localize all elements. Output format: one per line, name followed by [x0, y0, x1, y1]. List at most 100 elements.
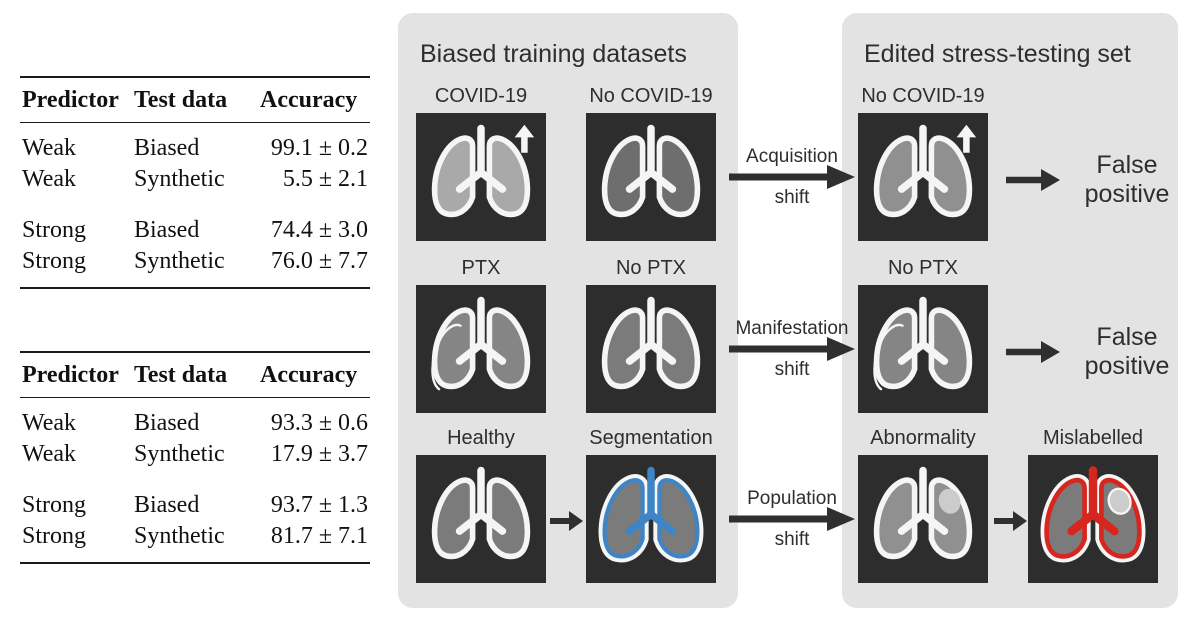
col-header-test-data: Test data — [134, 362, 228, 388]
brightness-up-arrow-icon — [514, 124, 535, 153]
tile-edited-no-ptx: No PTX — [858, 257, 988, 413]
lungs-icon — [594, 293, 708, 405]
lungs-bright-icon — [424, 121, 535, 233]
tile-label: No PTX — [887, 257, 959, 279]
tile-label: No COVID-19 — [861, 85, 985, 107]
xray-tile — [416, 455, 546, 583]
right-arrow-icon — [1006, 169, 1060, 191]
shift-label-bottom: shift — [774, 529, 810, 550]
lungs-ptx-icon — [431, 293, 538, 391]
lungs-ptx-icon — [873, 293, 980, 391]
xray-tile — [858, 113, 988, 241]
cell-test-data: Synthetic — [134, 441, 225, 467]
right-arrow-icon — [994, 511, 1027, 531]
table-rule — [20, 562, 370, 564]
cell-accuracy: 81.7 ± 7.1 — [270, 523, 368, 549]
xray-tile — [586, 113, 716, 241]
results-table-2: Predictor Test data Accuracy Weak Biased… — [20, 351, 370, 564]
table-rule — [20, 351, 370, 353]
table-row: Strong Synthetic 81.7 ± 7.1 — [22, 521, 368, 552]
table-rule — [20, 122, 370, 123]
tile-label: COVID-19 — [434, 85, 528, 107]
lungs-segmented-red-icon — [1036, 463, 1150, 575]
tile-segmentation: Segmentation — [586, 427, 716, 583]
outcome-false-positive: False positive — [1084, 323, 1170, 380]
right-arrow-icon — [729, 507, 855, 531]
cell-accuracy: 93.7 ± 1.3 — [270, 492, 368, 518]
cell-accuracy: 17.9 ± 3.7 — [270, 441, 368, 467]
tile-mislabelled: Mislabelled — [1028, 427, 1158, 583]
lungs-nodule-icon — [866, 463, 980, 575]
outcome-false-positive: False positive — [1084, 151, 1170, 208]
cell-predictor: Strong — [22, 248, 87, 274]
cell-accuracy: 76.0 ± 7.7 — [270, 248, 368, 274]
xray-tile — [586, 455, 716, 583]
tile-label: Mislabelled — [1042, 427, 1144, 449]
cell-test-data: Biased — [134, 492, 200, 518]
table-row: Weak Biased 93.3 ± 0.6 — [22, 408, 368, 439]
cell-predictor: Strong — [22, 217, 87, 243]
cell-predictor: Weak — [22, 441, 77, 467]
cell-accuracy: 99.1 ± 0.2 — [270, 135, 368, 161]
lungs-icon — [594, 121, 708, 233]
tile-no-ptx: No PTX — [586, 257, 716, 413]
biased-training-panel: Biased training datasets COVID-19 No COV… — [398, 13, 738, 608]
table-group-strong: Strong Biased 93.7 ± 1.3 Strong Syntheti… — [20, 480, 370, 562]
xray-tile — [858, 285, 988, 413]
panel-title: Edited stress-testing set — [864, 40, 1131, 68]
cell-predictor: Weak — [22, 166, 77, 192]
col-header-accuracy: Accuracy — [260, 362, 358, 388]
shift-label-bottom: shift — [774, 187, 810, 208]
table-row: Weak Biased 99.1 ± 0.2 — [22, 133, 368, 164]
xray-tile — [1028, 455, 1158, 583]
stress-testing-panel: Edited stress-testing set No COVID-19 Fa… — [842, 13, 1178, 608]
cell-accuracy: 93.3 ± 0.6 — [270, 410, 368, 436]
cell-test-data: Synthetic — [134, 523, 225, 549]
shift-label-top: Manifestation — [735, 318, 849, 339]
tile-label: PTX — [461, 257, 501, 279]
tile-abnormality: Abnormality — [858, 427, 988, 583]
table-header-row: Predictor Test data Accuracy — [20, 353, 370, 397]
cell-test-data: Synthetic — [134, 248, 225, 274]
panel-title: Biased training datasets — [420, 40, 687, 68]
right-arrow-icon — [1006, 341, 1060, 363]
tile-covid19: COVID-19 — [416, 85, 546, 241]
lungs-segmented-blue-icon — [594, 463, 708, 575]
tile-label: Segmentation — [589, 427, 713, 449]
cell-test-data: Biased — [134, 135, 200, 161]
tile-ptx: PTX — [416, 257, 546, 413]
tile-label: Healthy — [447, 427, 515, 449]
tile-label: Abnormality — [870, 427, 976, 449]
shift-label-top: Population — [747, 488, 837, 509]
table-rule — [20, 287, 370, 289]
shift-manifestation: Manifestation shift — [726, 318, 858, 380]
cell-accuracy: 5.5 ± 2.1 — [282, 166, 368, 192]
cell-test-data: Biased — [134, 217, 200, 243]
table-row: Weak Synthetic 5.5 ± 2.1 — [22, 164, 368, 195]
table-group-weak: Weak Biased 93.3 ± 0.6 Weak Synthetic 17… — [20, 398, 370, 480]
xray-tile — [586, 285, 716, 413]
table-row: Strong Biased 93.7 ± 1.3 — [22, 490, 368, 521]
lungs-bright-icon — [866, 121, 977, 233]
table-row: Strong Synthetic 76.0 ± 7.7 — [22, 246, 368, 277]
results-table-1: Predictor Test data Accuracy Weak Biased… — [20, 76, 370, 289]
xray-tile — [858, 455, 988, 583]
shift-population: Population shift — [726, 488, 858, 550]
table-header-row: Predictor Test data Accuracy — [20, 78, 370, 122]
cell-test-data: Biased — [134, 410, 200, 436]
cell-test-data: Synthetic — [134, 166, 225, 192]
table-rule — [20, 397, 370, 398]
shift-label-top: Acquisition — [746, 146, 838, 167]
table-group-weak: Weak Biased 99.1 ± 0.2 Weak Synthetic 5.… — [20, 123, 370, 205]
col-header-predictor: Predictor — [22, 362, 119, 388]
cell-predictor: Strong — [22, 523, 87, 549]
brightness-up-arrow-icon — [956, 124, 977, 153]
table-group-strong: Strong Biased 74.4 ± 3.0 Strong Syntheti… — [20, 205, 370, 287]
table-rule — [20, 76, 370, 78]
lungs-icon — [424, 463, 538, 575]
tile-edited-no-covid19: No COVID-19 — [858, 85, 988, 241]
cell-predictor: Weak — [22, 410, 77, 436]
shift-label-bottom: shift — [774, 359, 810, 380]
table-row: Weak Synthetic 17.9 ± 3.7 — [22, 439, 368, 470]
col-header-test-data: Test data — [134, 87, 228, 113]
